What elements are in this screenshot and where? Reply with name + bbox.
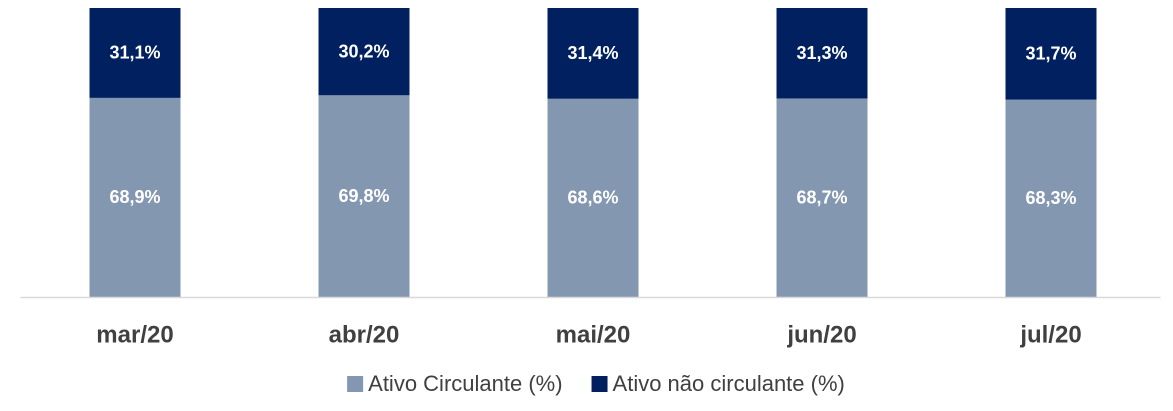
bar-segment — [318, 8, 410, 96]
data-label: 68,9% — [109, 187, 160, 207]
x-tick-label: mar/20 — [96, 321, 173, 348]
legend-label: Ativo Circulante (%) — [368, 371, 562, 396]
bar-segment — [89, 97, 181, 297]
bar-segment — [318, 95, 410, 297]
legend-swatch — [347, 376, 364, 392]
data-label: 68,7% — [796, 187, 847, 207]
data-label: 31,4% — [567, 43, 618, 63]
bar-segment — [547, 98, 639, 297]
x-tick-label: abr/20 — [329, 321, 400, 348]
bar-segment — [1005, 99, 1097, 297]
x-tick-label: mai/20 — [556, 321, 631, 348]
data-label: 31,1% — [109, 43, 160, 63]
x-tick-label: jun/20 — [786, 321, 856, 348]
bar-segment — [89, 8, 181, 98]
legend-label: Ativo não circulante (%) — [613, 371, 845, 396]
legend-swatch — [591, 376, 608, 392]
bar-segment — [547, 8, 639, 99]
data-label: 30,2% — [338, 41, 389, 61]
data-label: 68,6% — [567, 188, 618, 208]
data-label: 31,7% — [1025, 44, 1076, 64]
data-label: 31,3% — [796, 43, 847, 63]
bar-segment — [1005, 8, 1097, 100]
bar-segment — [776, 8, 868, 99]
x-tick-label: jul/20 — [1019, 321, 1081, 348]
data-label: 69,8% — [338, 186, 389, 206]
data-label: 68,3% — [1025, 188, 1076, 208]
bar-segment — [776, 98, 868, 297]
